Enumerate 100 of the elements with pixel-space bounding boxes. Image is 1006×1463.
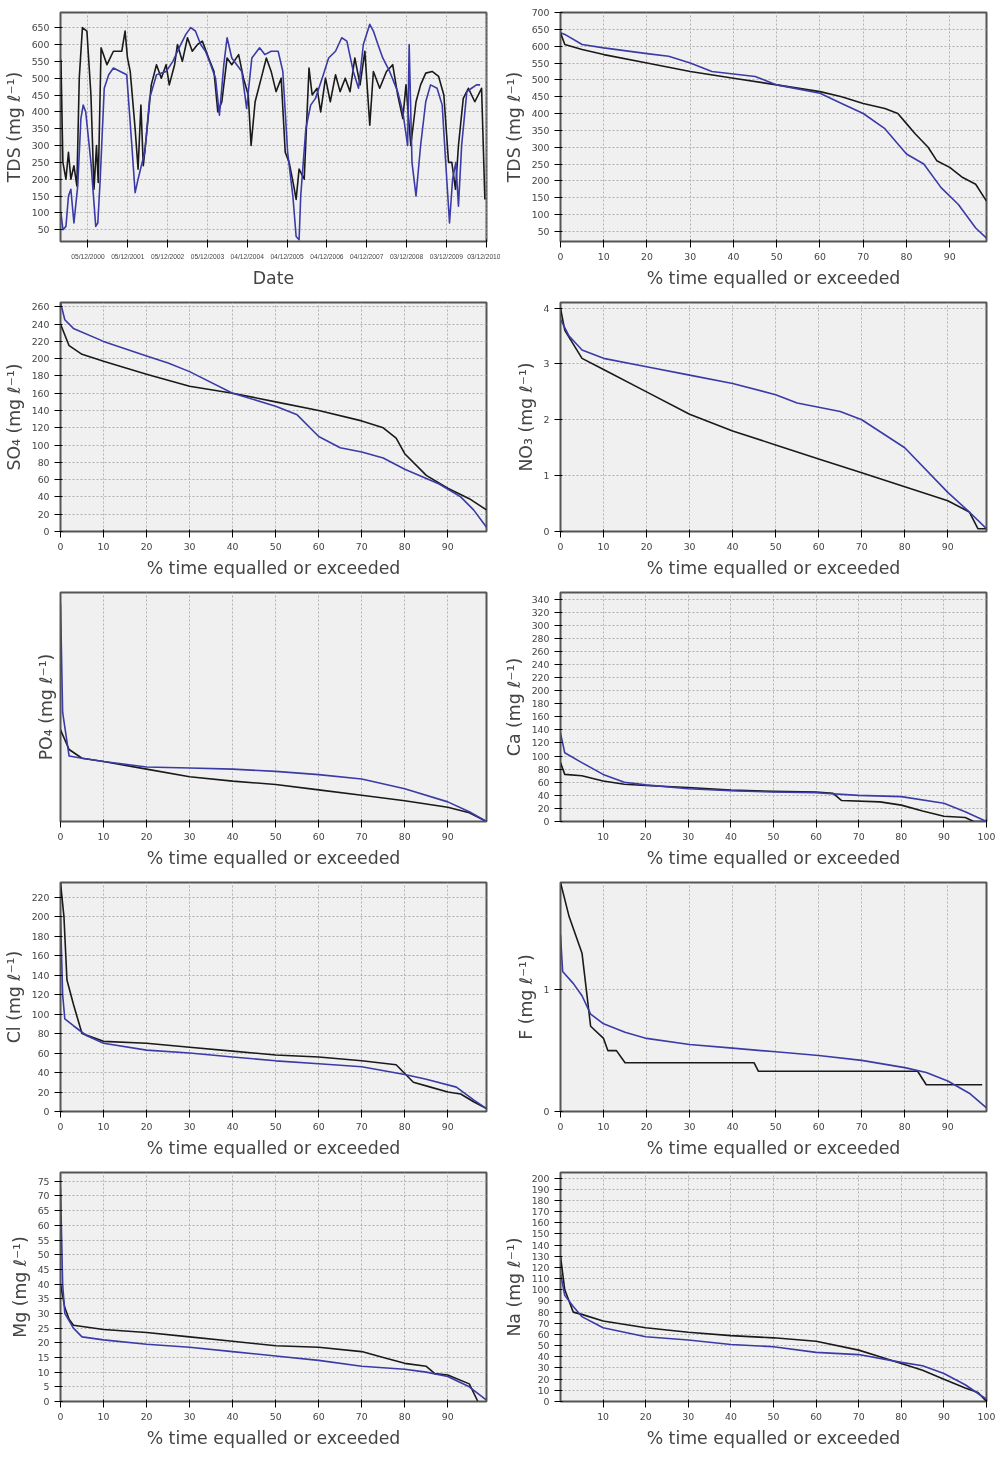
y-tick-label: 0 bbox=[543, 816, 550, 827]
x-tick-label: 50 bbox=[770, 250, 783, 262]
y-tick-label: 180 bbox=[31, 930, 50, 942]
y-tick-label: 50 bbox=[537, 225, 550, 237]
y-tick-label: 350 bbox=[31, 123, 50, 135]
y-tick-label: 100 bbox=[531, 750, 550, 762]
y-tick-label: 10 bbox=[37, 1366, 50, 1378]
x-tick-label: 20 bbox=[641, 250, 653, 262]
y-tick-label: 0 bbox=[543, 1106, 550, 1117]
x-tick-label: 60 bbox=[812, 1120, 825, 1132]
x-tick-label: 40 bbox=[226, 540, 239, 552]
y-tick-label: 160 bbox=[31, 387, 50, 399]
y-tick-label: 650 bbox=[31, 22, 50, 34]
y-tick-label: 75 bbox=[37, 1175, 50, 1187]
y-tick-label: 220 bbox=[531, 672, 550, 684]
x-tick-label: 40 bbox=[724, 1410, 737, 1422]
y-tick-label: 140 bbox=[531, 1239, 550, 1251]
x-tick-label: 70 bbox=[852, 1410, 865, 1422]
x-axis-title: % time equalled or exceeded bbox=[646, 557, 901, 578]
y-tick-label: 450 bbox=[31, 89, 50, 101]
x-tick-label: 40 bbox=[226, 830, 239, 842]
x-tick-label: 90 bbox=[941, 540, 954, 552]
y-tick-label: 400 bbox=[31, 106, 50, 118]
x-tick-label: 90 bbox=[441, 1120, 454, 1132]
x-tick-label: 80 bbox=[398, 1120, 411, 1132]
y-tick-label: 350 bbox=[531, 124, 550, 136]
y-tick-label: 140 bbox=[31, 969, 50, 981]
y-tick-label: 110 bbox=[531, 1273, 550, 1285]
x-tick-label: 50 bbox=[269, 1120, 282, 1132]
x-tick-label: 80 bbox=[898, 1120, 911, 1132]
y-tick-label: 0 bbox=[543, 526, 550, 537]
y-tick-label: 140 bbox=[31, 405, 50, 417]
y-tick-label: 20 bbox=[37, 1086, 50, 1098]
x-tick-label: 50 bbox=[767, 830, 780, 842]
y-tick-label: 0 bbox=[543, 1396, 550, 1407]
x-tick-label: 100 bbox=[977, 830, 996, 842]
x-tick-label: 40 bbox=[726, 540, 739, 552]
y-tick-label: 200 bbox=[531, 175, 550, 187]
y-axis-title: TDS (mg ℓ⁻¹) bbox=[3, 71, 24, 184]
x-tick-label: 30 bbox=[684, 250, 697, 262]
x-axis-title: % time equalled or exceeded bbox=[646, 1137, 901, 1158]
x-tick-label: 20 bbox=[639, 1410, 652, 1422]
x-tick-label: 60 bbox=[312, 1410, 325, 1422]
y-tick-label: 240 bbox=[31, 318, 50, 330]
y-axis-title: SO₄ (mg ℓ⁻¹) bbox=[3, 363, 24, 471]
y-tick-label: 200 bbox=[31, 353, 50, 365]
y-tick-label: 60 bbox=[537, 1328, 550, 1340]
x-tick-label: 90 bbox=[937, 830, 950, 842]
y-axis-title: Mg (mg ℓ⁻¹) bbox=[9, 1236, 30, 1338]
x-tick-label: 10 bbox=[597, 540, 610, 552]
x-tick-label: 70 bbox=[855, 540, 868, 552]
y-axis-title: PO₄ (mg ℓ⁻¹) bbox=[35, 653, 56, 761]
x-tick-label: 10 bbox=[97, 1120, 110, 1132]
y-tick-label: 45 bbox=[37, 1263, 50, 1275]
y-tick-label: 0 bbox=[43, 1106, 50, 1117]
y-tick-label: 70 bbox=[537, 1317, 550, 1329]
y-tick-label: 80 bbox=[37, 456, 50, 468]
y-axis-title: Na (mg ℓ⁻¹) bbox=[503, 1237, 524, 1337]
x-tick-label: 70 bbox=[355, 1410, 368, 1422]
y-tick-label: 1 bbox=[543, 984, 550, 996]
y-axis-title: Ca (mg ℓ⁻¹) bbox=[503, 657, 524, 757]
x-tick-label: 10 bbox=[597, 1410, 610, 1422]
y-axis-title: Cl (mg ℓ⁻¹) bbox=[3, 950, 24, 1044]
y-tick-label: 40 bbox=[37, 1067, 50, 1079]
y-tick-label: 650 bbox=[531, 23, 550, 35]
y-axis-title: F (mg ℓ⁻¹) bbox=[515, 954, 536, 1040]
y-tick-label: 30 bbox=[37, 1307, 50, 1319]
x-tick-label: 80 bbox=[398, 540, 411, 552]
y-tick-label: 60 bbox=[37, 474, 50, 486]
x-tick-label: 50 bbox=[269, 540, 282, 552]
x-tick-label: 80 bbox=[398, 1410, 411, 1422]
y-tick-label: 140 bbox=[531, 724, 550, 736]
x-tick-label: 40 bbox=[727, 250, 740, 262]
x-tick-label: 20 bbox=[640, 1120, 653, 1132]
y-tick-label: 50 bbox=[37, 224, 50, 236]
y-tick-label: 120 bbox=[531, 1261, 550, 1273]
y-tick-label: 60 bbox=[37, 1219, 50, 1231]
y-tick-label: 220 bbox=[31, 891, 50, 903]
y-tick-label: 80 bbox=[537, 1306, 550, 1318]
x-tick-label: 90 bbox=[937, 1410, 950, 1422]
y-tick-label: 190 bbox=[531, 1183, 550, 1195]
y-tick-label: 60 bbox=[37, 1047, 50, 1059]
x-tick-label: 80 bbox=[898, 540, 911, 552]
y-tick-label: 300 bbox=[531, 619, 550, 631]
y-tick-label: 180 bbox=[531, 1194, 550, 1206]
y-tick-label: 70 bbox=[37, 1190, 50, 1202]
x-axis-title: % time equalled or exceeded bbox=[646, 1427, 901, 1448]
y-tick-label: 80 bbox=[537, 763, 550, 775]
y-tick-label: 550 bbox=[31, 55, 50, 67]
y-tick-label: 3 bbox=[543, 358, 550, 370]
y-tick-label: 200 bbox=[31, 173, 50, 185]
x-tick-label: 70 bbox=[855, 1120, 868, 1132]
y-tick-label: 1 bbox=[543, 470, 550, 482]
y-tick-label: 320 bbox=[531, 606, 550, 618]
x-tick-label: 10 bbox=[597, 250, 610, 262]
x-tick-label: 50 bbox=[767, 1410, 780, 1422]
x-tick-label: 60 bbox=[312, 1120, 325, 1132]
x-axis-title: Date bbox=[252, 267, 295, 288]
x-tick-label: 60 bbox=[810, 830, 823, 842]
y-tick-label: 180 bbox=[531, 698, 550, 710]
